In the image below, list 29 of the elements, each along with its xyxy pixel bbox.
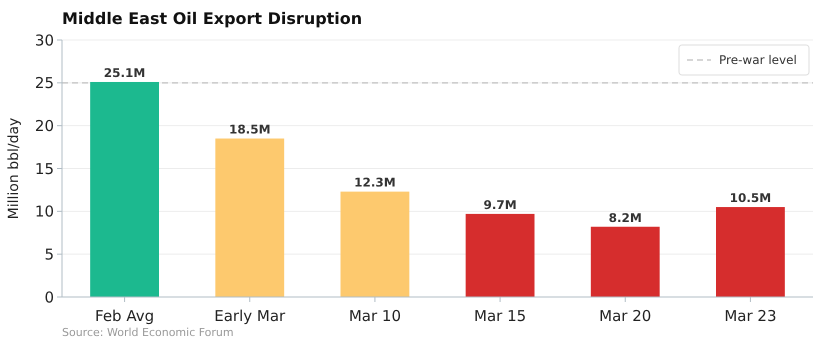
x-tick-label: Mar 23 xyxy=(724,307,776,325)
data-label: 12.3M xyxy=(354,176,396,190)
bar xyxy=(716,207,785,297)
data-label: 25.1M xyxy=(104,66,146,80)
chart-title: Middle East Oil Export Disruption xyxy=(62,9,362,28)
y-tick-label: 5 xyxy=(44,245,54,264)
y-tick-label: 15 xyxy=(34,160,54,178)
y-tick-label: 25 xyxy=(34,74,54,92)
x-tick-label: Early Mar xyxy=(214,307,286,325)
data-label: 8.2M xyxy=(608,210,642,225)
y-axis-title: Million bbl/day xyxy=(6,118,22,220)
bar xyxy=(340,192,410,297)
bar xyxy=(590,226,660,297)
data-label: 9.7M xyxy=(483,198,517,212)
x-tick-label: Mar 15 xyxy=(474,307,526,325)
data-label: 18.5M xyxy=(228,122,271,137)
data-label: 10.5M xyxy=(730,191,772,206)
bar xyxy=(90,82,160,297)
legend-label: Pre-war level xyxy=(719,53,797,68)
y-tick-label: 20 xyxy=(34,116,54,135)
source-note: Source: World Economic Forum xyxy=(62,326,234,339)
bar xyxy=(466,214,535,297)
bar xyxy=(215,138,284,297)
x-tick-label: Mar 20 xyxy=(599,307,652,325)
x-tick-label: Feb Avg xyxy=(95,307,154,325)
y-tick-label: 30 xyxy=(34,31,54,50)
y-tick-label: 0 xyxy=(44,288,54,306)
y-tick-label: 10 xyxy=(34,202,54,221)
x-tick-label: Mar 10 xyxy=(348,307,401,325)
